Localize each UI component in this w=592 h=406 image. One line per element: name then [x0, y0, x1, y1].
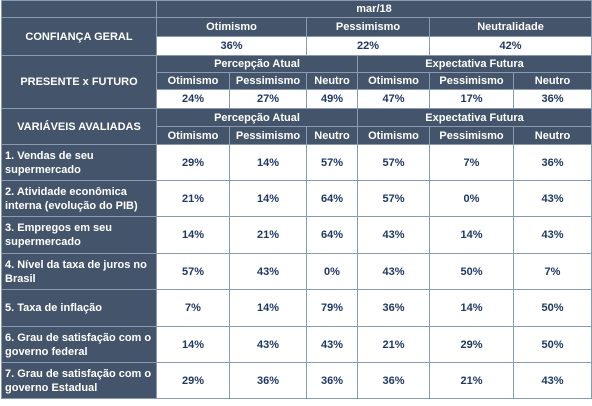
row-value: 57%: [357, 144, 430, 181]
row-value: 36%: [357, 289, 430, 327]
pf-group-future: Expectativa Futura: [356, 55, 592, 73]
row-value: 0%: [429, 180, 514, 217]
row-value: 57%: [306, 144, 358, 181]
row-value: 29%: [156, 144, 230, 181]
var-group-current: Percepção Atual: [156, 108, 358, 127]
row-value: 21%: [357, 326, 430, 363]
row-value: 57%: [357, 180, 430, 217]
row-value: 50%: [429, 253, 514, 290]
row-value: 29%: [156, 362, 230, 399]
table-row: 5. Taxa de inflação 7% 14% 79% 36% 14% 5…: [1, 289, 592, 327]
var-subheader: Pessimismo: [229, 126, 307, 145]
row-value: 36%: [306, 362, 358, 399]
row-value: 21%: [156, 180, 230, 217]
row-value: 43%: [357, 216, 430, 254]
row-value: 43%: [512, 180, 592, 217]
var-group-future: Expectativa Futura: [356, 108, 592, 127]
row-label: 6. Grau de satisfação com o governo fede…: [1, 326, 157, 363]
row-value: 36%: [512, 144, 592, 181]
table-row: 1. Vendas de seu supermercado 29% 14% 57…: [1, 144, 592, 181]
row-value: 50%: [512, 289, 592, 327]
row-value: 64%: [306, 216, 358, 254]
confidence-value-neutrality: 42%: [428, 36, 592, 56]
row-value: 7%: [512, 253, 592, 290]
confidence-header-optimism: Otimismo: [156, 17, 307, 37]
var-subheader: Neutro: [512, 126, 592, 145]
row-value: 21%: [429, 362, 514, 399]
row-label: 5. Taxa de inflação: [1, 289, 157, 327]
row-value: 21%: [229, 216, 307, 254]
pf-subheader: Otimismo: [156, 72, 230, 90]
confidence-header-neutrality: Neutralidade: [428, 17, 592, 37]
confidence-value-optimism: 36%: [156, 36, 307, 56]
row-value: 43%: [306, 326, 358, 363]
row-value: 14%: [156, 326, 230, 363]
row-value: 14%: [229, 289, 307, 327]
row-value: 7%: [429, 144, 514, 181]
pf-value: 47%: [357, 89, 430, 109]
row-value: 29%: [429, 326, 514, 363]
row-value: 14%: [229, 144, 307, 181]
table-row: 7. Grau de satisfação com o governo Esta…: [1, 362, 592, 399]
confidence-header-pessimism: Pessimismo: [306, 17, 430, 37]
pf-value: 27%: [229, 89, 307, 109]
table-row: 2. Atividade econômica interna (evolução…: [1, 180, 592, 217]
present-future-label: PRESENTE x FUTURO: [1, 55, 157, 109]
table-row: 3. Empregos em seu supermercado 14% 21% …: [1, 216, 592, 254]
pf-group-current: Percepção Atual: [156, 55, 358, 73]
row-value: 43%: [512, 216, 592, 254]
row-value: 14%: [156, 216, 230, 254]
row-value: 64%: [306, 180, 358, 217]
row-value: 36%: [357, 362, 430, 399]
row-value: 79%: [306, 289, 358, 327]
pf-subheader: Pessimismo: [229, 72, 307, 90]
var-subheader: Otimismo: [156, 126, 230, 145]
row-value: 14%: [429, 216, 514, 254]
table-row: 4. Nível da taxa de juros no Brasil 57% …: [1, 253, 592, 290]
pf-subheader: Neutro: [512, 72, 592, 90]
pf-value: 17%: [429, 89, 514, 109]
confidence-value-pessimism: 22%: [306, 36, 430, 56]
row-value: 43%: [229, 326, 307, 363]
pf-value: 24%: [156, 89, 230, 109]
row-label: 4. Nível da taxa de juros no Brasil: [1, 253, 157, 290]
row-value: 14%: [229, 180, 307, 217]
pf-subheader: Pessimismo: [429, 72, 514, 90]
row-value: 7%: [156, 289, 230, 327]
row-label: 1. Vendas de seu supermercado: [1, 144, 157, 181]
table-row: 6. Grau de satisfação com o governo fede…: [1, 326, 592, 363]
var-subheader: Pessimismo: [429, 126, 514, 145]
row-value: 43%: [512, 362, 592, 399]
period-header: mar/18: [155, 0, 592, 18]
row-value: 57%: [156, 253, 230, 290]
pf-subheader: Neutro: [306, 72, 358, 90]
row-value: 36%: [229, 362, 307, 399]
row-label: 2. Atividade econômica interna (evolução…: [1, 180, 157, 217]
row-value: 50%: [512, 326, 592, 363]
pf-value: 36%: [512, 89, 592, 109]
row-label: 3. Empregos em seu supermercado: [1, 216, 157, 254]
var-subheader: Neutro: [306, 126, 358, 145]
row-value: 0%: [306, 253, 358, 290]
confidence-label: CONFIANÇA GERAL: [1, 17, 157, 56]
header-spacer: [1, 0, 157, 18]
row-label: 7. Grau de satisfação com o governo Esta…: [1, 362, 157, 399]
var-subheader: Otimismo: [357, 126, 430, 145]
row-value: 14%: [429, 289, 514, 327]
variables-label: VARIÁVEIS AVALIADAS: [1, 108, 157, 145]
row-value: 43%: [357, 253, 430, 290]
pf-subheader: Otimismo: [357, 72, 430, 90]
pf-value: 49%: [306, 89, 358, 109]
row-value: 43%: [229, 253, 307, 290]
